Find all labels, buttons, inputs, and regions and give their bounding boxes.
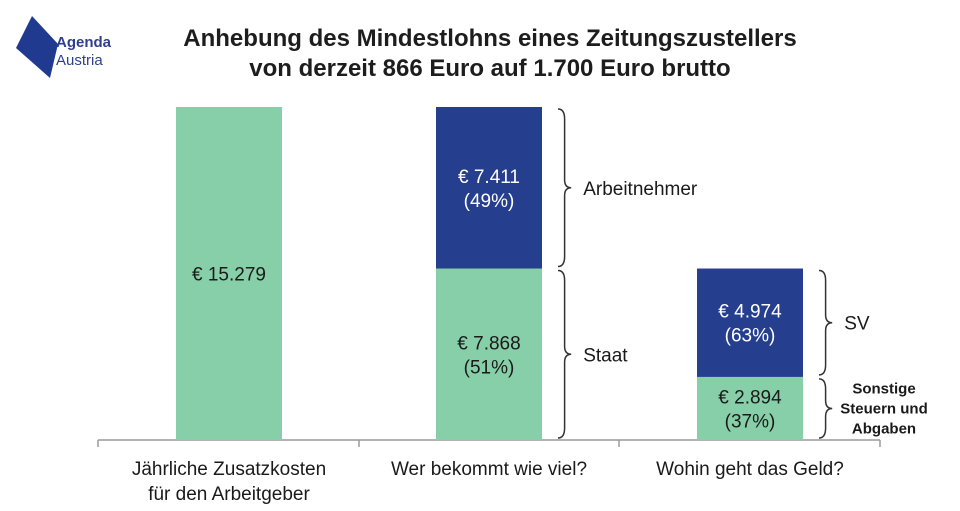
category-label-0-line-0: Jährliche Zusatzkosten <box>132 459 326 480</box>
category-label-2-line-0: Wohin geht das Geld? <box>656 459 844 480</box>
annotation-1-1: Arbeitnehmer <box>583 179 698 200</box>
category-label-1-line-0: Wer bekommt wie viel? <box>391 459 587 480</box>
logo-line-1: Agenda <box>56 34 112 51</box>
chart-title-line-1: Anhebung des Mindestlohns eines Zeitungs… <box>183 25 797 52</box>
bar-1-segment-1-label-1: (49%) <box>464 191 515 212</box>
annotation-2-0-line-2: Abgaben <box>852 420 916 437</box>
bar-1-segment-1-label-0: € 7.411 <box>458 167 520 188</box>
agenda-austria-logo <box>16 16 58 78</box>
annotation-2-0-line-0: Sonstige <box>852 380 915 397</box>
chart-title: Anhebung des Mindestlohns eines Zeitungs… <box>140 24 840 84</box>
bar-2-segment-0 <box>697 376 803 440</box>
annotation-1-0: Staat <box>583 345 628 366</box>
bar-1-segment-0 <box>436 268 542 440</box>
bar-1-segment-0-label-1: (51%) <box>464 357 515 378</box>
category-label-0-line-1: für den Arbeitgeber <box>148 484 310 505</box>
annotation-2-1: SV <box>844 314 870 335</box>
bracket-2-0 <box>818 378 833 439</box>
bar-1-segment-0-label-0: € 7.868 <box>457 333 520 354</box>
bar-0-segment-0-label-0: € 15.279 <box>192 265 266 286</box>
bracket-1-1 <box>557 108 572 268</box>
bracket-2-1 <box>818 269 833 376</box>
bar-2-segment-0-label-0: € 2.894 <box>718 387 782 408</box>
bar-2-segment-0-label-1: (37%) <box>725 411 776 432</box>
bracket-1-0 <box>557 269 572 439</box>
chart-title-line-2: von derzeit 866 Euro auf 1.700 Euro brut… <box>249 55 731 82</box>
bar-1-segment-1 <box>436 107 542 269</box>
logo-line-2: Austria <box>56 52 103 69</box>
annotation-2-0-line-1: Steuern und <box>840 400 928 417</box>
logo-diamond-icon <box>16 16 58 78</box>
bar-2-segment-1-label-1: (63%) <box>725 326 776 347</box>
bar-2-segment-1 <box>697 268 803 377</box>
bar-2-segment-1-label-0: € 4.974 <box>718 302 782 323</box>
bar-0-segment-0 <box>176 107 282 440</box>
